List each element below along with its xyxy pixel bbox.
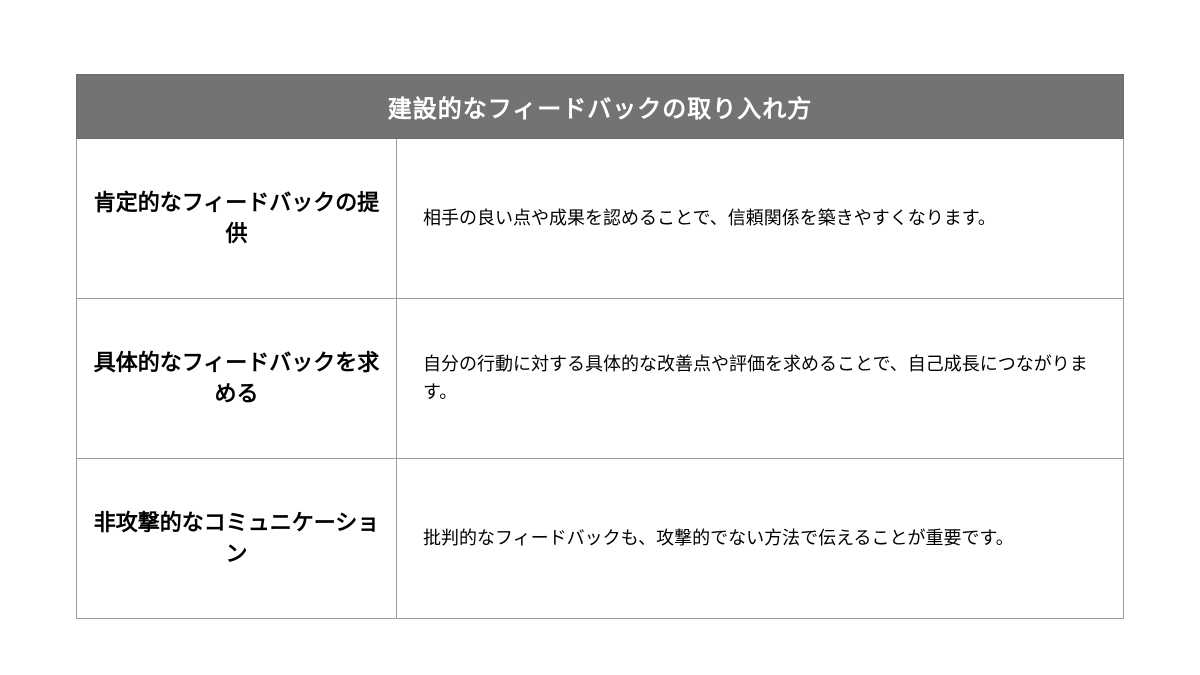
table-row: 非攻撃的なコミュニケーション 批判的なフィードバックも、攻撃的でない方法で伝える… — [77, 459, 1124, 619]
feedback-table: 建設的なフィードバックの取り入れ方 肯定的なフィードバックの提供 相手の良い点や… — [76, 74, 1124, 619]
row-label: 非攻撃的なコミュニケーション — [77, 459, 397, 619]
row-label: 肯定的なフィードバックの提供 — [77, 139, 397, 299]
table-row: 肯定的なフィードバックの提供 相手の良い点や成果を認めることで、信頼関係を築きや… — [77, 139, 1124, 299]
row-desc: 自分の行動に対する具体的な改善点や評価を求めることで、自己成長につながります。 — [397, 299, 1124, 459]
table-header: 建設的なフィードバックの取り入れ方 — [77, 75, 1124, 139]
row-label: 具体的なフィードバックを求める — [77, 299, 397, 459]
page: 建設的なフィードバックの取り入れ方 肯定的なフィードバックの提供 相手の良い点や… — [0, 0, 1200, 675]
table-row: 具体的なフィードバックを求める 自分の行動に対する具体的な改善点や評価を求めるこ… — [77, 299, 1124, 459]
row-desc: 批判的なフィードバックも、攻撃的でない方法で伝えることが重要です。 — [397, 459, 1124, 619]
row-desc: 相手の良い点や成果を認めることで、信頼関係を築きやすくなります。 — [397, 139, 1124, 299]
